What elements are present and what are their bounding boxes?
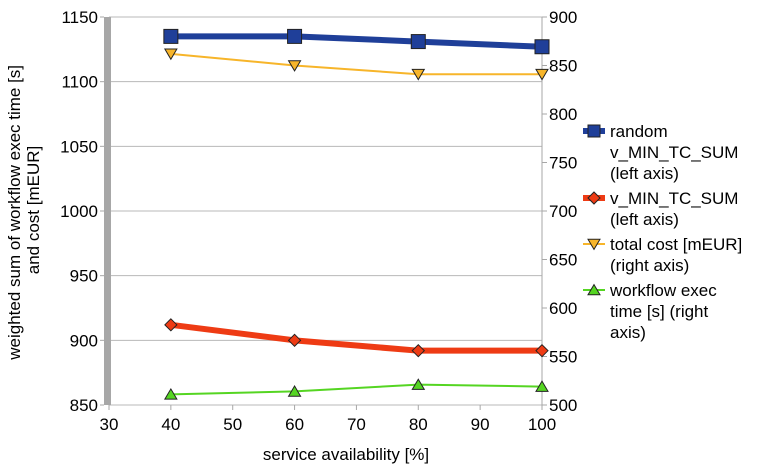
y-right-tick-label: 500: [549, 396, 577, 415]
data-point-vmin: [411, 343, 425, 358]
y-left-tick-label: 1000: [60, 202, 98, 221]
legend-swatch-marker: [587, 191, 601, 205]
series-cost: [163, 48, 549, 81]
data-point-cost: [163, 48, 178, 61]
x-tick-label: 100: [528, 415, 556, 434]
data-point-random: [163, 28, 179, 44]
y-right-tick-label: 650: [549, 251, 577, 270]
data-point-cost: [535, 68, 549, 81]
legend-item-time: workflow exec time [s] (right axis): [583, 281, 717, 342]
series-time: [163, 378, 549, 400]
y-axis-title-line-2: and cost [mEUR]: [24, 146, 43, 275]
x-tick-label: 30: [100, 415, 119, 434]
legend-item-random: random v_MIN_TC_SUM (left axis): [583, 122, 738, 183]
legend-swatch-marker: [587, 124, 601, 138]
data-point-vmin: [164, 318, 178, 332]
series-line-time: [170, 383, 543, 396]
x-axis-title: service availability [%]: [263, 445, 429, 464]
data-point-time: [535, 380, 549, 392]
legend-swatch-marker: [587, 238, 601, 251]
y-left-tick-label: 1050: [60, 137, 98, 156]
left-axis-line: [104, 17, 111, 405]
legend: random v_MIN_TC_SUM (left axis) v_MIN_TC_SU…: [583, 122, 742, 342]
data-point-time: [287, 385, 302, 397]
y-right-tick-label: 800: [549, 105, 577, 124]
y-right-tick-label: 600: [549, 299, 577, 318]
legend-item-cost: total cost [mEUR] (right axis): [583, 235, 742, 275]
y-left-tick-label: 1100: [61, 73, 98, 92]
data-point-random: [534, 39, 550, 55]
y-left-tick-label: 950: [70, 267, 98, 286]
y-right-tick-label: 850: [549, 57, 577, 76]
x-tick-label: 70: [347, 415, 366, 434]
x-tick-label: 80: [409, 415, 428, 434]
legend-label: workflow exec time [s] (right axis): [609, 281, 717, 342]
data-point-vmin: [287, 333, 302, 348]
data-point-cost: [287, 60, 302, 72]
data-point-time: [411, 378, 426, 390]
y-axis-title-line-1: weighted sum of workflow exec time [s]: [5, 65, 24, 361]
data-point-random: [410, 34, 426, 50]
x-tick-label: 60: [285, 415, 304, 434]
legend-swatch-marker: [587, 283, 601, 296]
axes: [100, 16, 547, 410]
series-line-random: [170, 33, 543, 50]
gridlines: [109, 16, 542, 406]
x-tick-label: 50: [223, 415, 242, 434]
x-tick-label: 90: [471, 415, 490, 434]
y-axis-title: weighted sum of workflow exec time [s] a…: [5, 60, 43, 361]
series: [163, 28, 550, 400]
tick-labels: 850 900 950 1000 1050 1100 1150 500 550 600 650 700…: [60, 8, 577, 434]
series-vmin: [164, 318, 549, 358]
series-line-vmin: [170, 321, 542, 354]
legend-label: total cost [mEUR] (right axis): [610, 235, 742, 275]
axis-titles: service availability [%] weighted sum of…: [5, 60, 429, 464]
data-point-vmin: [535, 343, 549, 358]
y-right-tick-label: 900: [549, 8, 577, 27]
y-left-tick-label: 850: [70, 396, 98, 415]
data-point-random: [287, 28, 303, 44]
data-point-cost: [411, 68, 426, 81]
legend-label: random v_MIN_TC_SUM (left axis): [610, 122, 738, 183]
x-tick-label: 40: [161, 415, 180, 434]
y-left-tick-label: 1150: [61, 8, 98, 27]
series-random: [163, 28, 550, 55]
series-line-cost: [170, 52, 542, 76]
y-left-tick-label: 900: [70, 331, 98, 350]
legend-item-vmin: v_MIN_TC_SUM (left axis): [583, 189, 738, 229]
y-right-tick-label: 750: [549, 154, 577, 173]
data-point-time: [163, 387, 178, 400]
y-right-tick-label: 700: [549, 202, 577, 221]
legend-label: v_MIN_TC_SUM (left axis): [610, 189, 738, 229]
y-right-tick-label: 550: [549, 348, 577, 367]
